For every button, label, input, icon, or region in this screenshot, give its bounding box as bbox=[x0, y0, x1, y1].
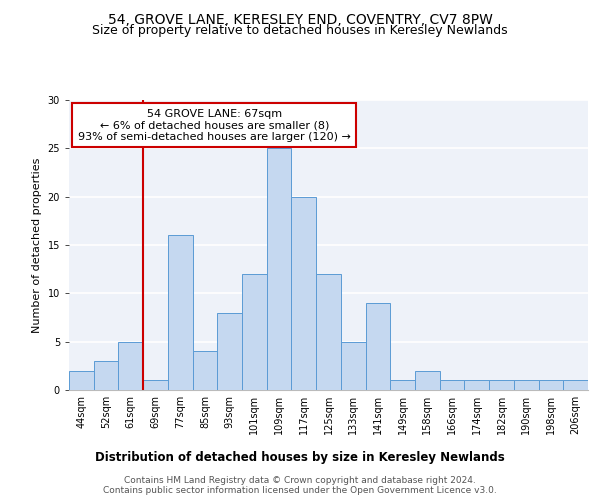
Text: Size of property relative to detached houses in Keresley Newlands: Size of property relative to detached ho… bbox=[92, 24, 508, 37]
Bar bbox=[440, 380, 464, 390]
Bar bbox=[69, 370, 94, 390]
Text: Contains HM Land Registry data © Crown copyright and database right 2024.
Contai: Contains HM Land Registry data © Crown c… bbox=[103, 476, 497, 495]
Bar bbox=[168, 236, 193, 390]
Bar bbox=[118, 342, 143, 390]
Bar bbox=[341, 342, 365, 390]
Bar bbox=[415, 370, 440, 390]
Bar bbox=[143, 380, 168, 390]
Y-axis label: Number of detached properties: Number of detached properties bbox=[32, 158, 42, 332]
Bar bbox=[489, 380, 514, 390]
Text: 54, GROVE LANE, KERESLEY END, COVENTRY, CV7 8PW: 54, GROVE LANE, KERESLEY END, COVENTRY, … bbox=[107, 12, 493, 26]
Bar bbox=[539, 380, 563, 390]
Bar bbox=[390, 380, 415, 390]
Text: 54 GROVE LANE: 67sqm
← 6% of detached houses are smaller (8)
93% of semi-detache: 54 GROVE LANE: 67sqm ← 6% of detached ho… bbox=[78, 108, 351, 142]
Bar bbox=[365, 303, 390, 390]
Bar bbox=[217, 312, 242, 390]
Bar bbox=[464, 380, 489, 390]
Bar bbox=[94, 361, 118, 390]
Bar bbox=[242, 274, 267, 390]
Bar bbox=[193, 352, 217, 390]
Bar bbox=[514, 380, 539, 390]
Bar bbox=[267, 148, 292, 390]
Text: Distribution of detached houses by size in Keresley Newlands: Distribution of detached houses by size … bbox=[95, 451, 505, 464]
Bar bbox=[563, 380, 588, 390]
Bar bbox=[292, 196, 316, 390]
Bar bbox=[316, 274, 341, 390]
